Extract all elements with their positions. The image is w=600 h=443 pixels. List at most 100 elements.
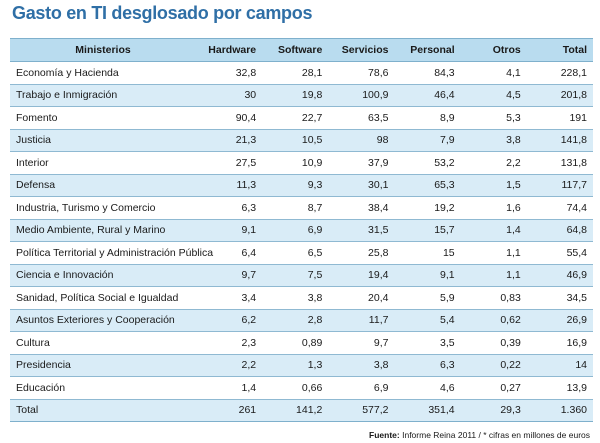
value-cell: 0,62 [460,309,527,332]
value-cell: 0,83 [460,286,527,310]
header-otros: Otros [460,38,527,62]
value-cell: 6,4 [196,241,263,265]
value-cell: 64,8 [526,219,593,242]
table-row: Economía y Hacienda 32,8 28,1 78,6 84,3 4,1 22… [10,61,593,85]
value-cell: 3,8 [460,129,527,152]
value-cell: 1,4 [460,219,527,242]
value-cell: 34,5 [526,286,593,310]
table-row: Trabajo e Inmigración 30 19,8 100,9 46,4 4,5 2… [10,84,593,107]
source-note: Fuente: Informe Reina 2011 / * cifras en… [369,430,590,440]
ministry-name-cell: Educación [10,376,196,400]
value-cell: 228,1 [526,61,593,85]
value-cell: 6,3 [196,196,263,220]
value-cell: 28,1 [262,61,329,85]
value-cell: 10,5 [262,129,329,152]
value-cell: 1,1 [460,264,527,287]
value-cell: 100,9 [328,84,395,107]
source-label: Fuente: [369,430,400,440]
value-cell: 2,8 [262,309,329,332]
table-total-row: Total 261 141,2 577,2 351,4 29,3 1.360 [10,399,593,422]
ministry-name-cell: Interior [10,151,196,175]
table-row: Justicia 21,3 10,5 98 7,9 3,8 141,8 [10,129,593,152]
value-cell: 5,3 [460,106,527,130]
value-cell: 6,3 [394,354,461,377]
value-cell: 65,3 [394,174,461,197]
value-cell: 3,8 [328,354,395,377]
value-cell: 25,8 [328,241,395,265]
value-cell: 10,9 [262,151,329,175]
ministry-name-cell: Industria, Turismo y Comercio [10,196,196,220]
value-cell: 31,5 [328,219,395,242]
table-row: Política Territorial y Administración Pú… [10,241,593,265]
value-cell: 98 [328,129,395,152]
header-software: Software [262,38,329,62]
value-cell: 6,9 [262,219,329,242]
value-cell: 26,9 [526,309,593,332]
value-cell: 9,1 [394,264,461,287]
value-cell: 15,7 [394,219,461,242]
value-cell: 261 [196,399,263,422]
value-cell: 4,5 [460,84,527,107]
ministry-name-cell: Presidencia [10,354,196,377]
ministry-name-cell: Total [10,399,196,422]
ministry-name-cell: Sanidad, Política Social e Igualdad [10,286,196,310]
value-cell: 74,4 [526,196,593,220]
ministry-name-cell: Cultura [10,331,196,355]
table-row: Asuntos Exteriores y Cooperación 6,2 2,8 11… [10,309,593,332]
value-cell: 30,1 [328,174,395,197]
ministry-name-cell: Política Territorial y Administración Pú… [10,241,213,265]
value-cell: 1,5 [460,174,527,197]
ministry-name-cell: Fomento [10,106,196,130]
value-cell: 11,3 [196,174,263,197]
value-cell: 90,4 [196,106,263,130]
header-servicios: Servicios [328,38,395,62]
value-cell: 2,3 [196,331,263,355]
header-total: Total [526,38,593,62]
value-cell: 19,8 [262,84,329,107]
value-cell: 19,2 [394,196,461,220]
value-cell: 46,4 [394,84,461,107]
value-cell: 63,5 [328,106,395,130]
value-cell: 201,8 [526,84,593,107]
value-cell: 53,2 [394,151,461,175]
value-cell: 20,4 [328,286,395,310]
value-cell: 22,7 [262,106,329,130]
value-cell: 4,6 [394,376,461,400]
value-cell: 78,6 [328,61,395,85]
value-cell: 15 [394,241,461,265]
header-hardware: Hardware [196,38,263,62]
value-cell: 131,8 [526,151,593,175]
table-row: Cultura 2,3 0,89 9,7 3,5 0,39 16,9 [10,331,593,355]
value-cell: 6,2 [196,309,263,332]
value-cell: 577,2 [328,399,395,422]
value-cell: 9,3 [262,174,329,197]
value-cell: 0,22 [460,354,527,377]
value-cell: 191 [526,106,593,130]
page-title: Gasto en TI desglosado por campos [12,3,313,23]
value-cell: 0,89 [262,331,329,355]
value-cell: 38,4 [328,196,395,220]
value-cell: 6,5 [262,241,329,265]
table-row: Medio Ambiente, Rural y Marino 9,1 6,9 31,5… [10,219,593,242]
value-cell: 9,7 [196,264,263,287]
value-cell: 9,7 [328,331,395,355]
value-cell: 4,1 [460,61,527,85]
value-cell: 14 [526,354,593,377]
value-cell: 16,9 [526,331,593,355]
table-row: Fomento 90,4 22,7 63,5 8,9 5,3 191 [10,106,593,130]
value-cell: 1,3 [262,354,329,377]
value-cell: 8,7 [262,196,329,220]
value-cell: 141,2 [262,399,329,422]
ministry-name-cell: Medio Ambiente, Rural y Marino [10,219,196,242]
table-row: Educación 1,4 0,66 6,9 4,6 0,27 13,9 [10,376,593,400]
value-cell: 2,2 [460,151,527,175]
value-cell: 0,39 [460,331,527,355]
table-row: Presidencia 2,2 1,3 3,8 6,3 0,22 14 [10,354,593,377]
value-cell: 30 [196,84,263,107]
header-ministerios: Ministerios [10,38,196,62]
value-cell: 84,3 [394,61,461,85]
value-cell: 9,1 [196,219,263,242]
value-cell: 3,5 [394,331,461,355]
source-text: Informe Reina 2011 / * cifras en millone… [399,430,590,440]
value-cell: 5,9 [394,286,461,310]
